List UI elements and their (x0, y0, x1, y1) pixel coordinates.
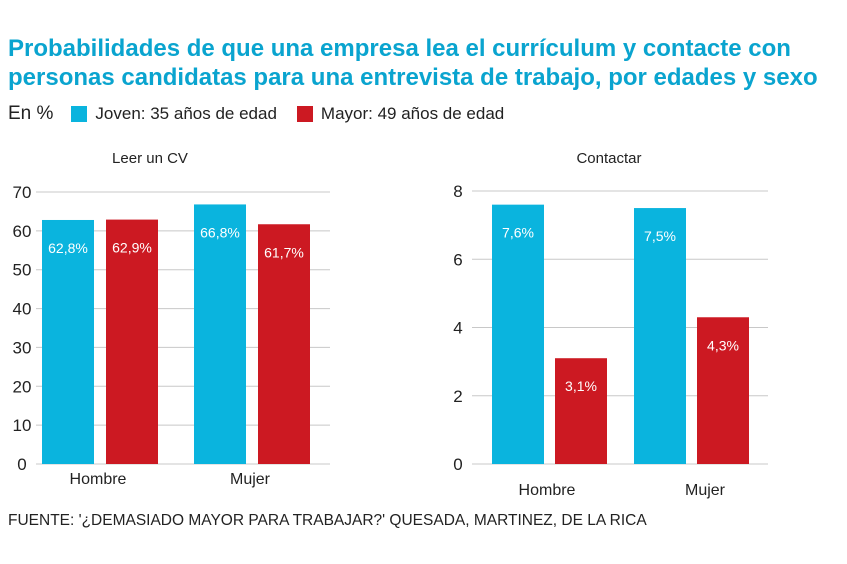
y-tick-label: 8 (453, 182, 462, 201)
y-tick-label: 70 (13, 183, 32, 202)
bar-mayor (555, 358, 607, 464)
y-tick-label: 60 (13, 222, 32, 241)
category-label: Hombre (70, 471, 127, 488)
data-label: 4,3% (707, 337, 739, 353)
data-label: 61,7% (264, 244, 304, 260)
source-note: FUENTE: '¿DEMASIADO MAYOR PARA TRABAJAR?… (8, 512, 647, 529)
y-tick-label: 0 (453, 455, 462, 474)
bar-mayor (106, 219, 158, 464)
category-label: Mujer (230, 471, 271, 488)
legend-item-mayor: Mayor: 49 años de edad (296, 104, 505, 124)
legend-swatch-mayor (296, 106, 313, 122)
legend-label-joven: Joven: 35 años de edad (95, 104, 277, 123)
bar-mayor (258, 224, 310, 464)
data-label: 66,8% (200, 224, 240, 240)
bar-mayor (697, 317, 749, 464)
legend-item-joven: Joven: 35 años de edad (71, 104, 277, 124)
bar-joven (492, 204, 544, 464)
data-label: 7,6% (502, 225, 534, 241)
y-tick-label: 50 (13, 261, 32, 280)
legend-label-mayor: Mayor: 49 años de edad (320, 104, 505, 123)
category-label: Hombre (519, 482, 576, 499)
data-label: 3,1% (565, 378, 597, 394)
y-tick-label: 2 (453, 387, 462, 406)
data-label: 62,9% (112, 240, 152, 256)
bar-joven (634, 208, 686, 464)
y-tick-label: 10 (13, 416, 32, 435)
panel-title: Contactar (576, 150, 641, 167)
y-tick-label: 20 (13, 377, 32, 396)
y-tick-label: 4 (453, 319, 462, 338)
bar-joven (42, 219, 94, 464)
data-label: 62,8% (48, 240, 88, 256)
legend: En % Joven: 35 años de edad Mayor: 49 añ… (8, 103, 524, 125)
charts-area: Leer un CV01020304050607062,8%66,8%62,9%… (13, 150, 768, 499)
category-label: Mujer (685, 482, 726, 499)
bar-joven (194, 204, 246, 464)
y-tick-label: 0 (17, 455, 26, 474)
data-label: 7,5% (644, 228, 676, 244)
chart-title: Probabilidades de que una empresa lea el… (8, 35, 818, 91)
legend-swatch-joven (71, 106, 88, 122)
y-tick-label: 30 (13, 338, 32, 357)
y-tick-label: 6 (453, 250, 462, 269)
y-tick-label: 40 (13, 300, 32, 319)
legend-unit: En % (8, 103, 54, 124)
panel-title: Leer un CV (112, 150, 188, 167)
